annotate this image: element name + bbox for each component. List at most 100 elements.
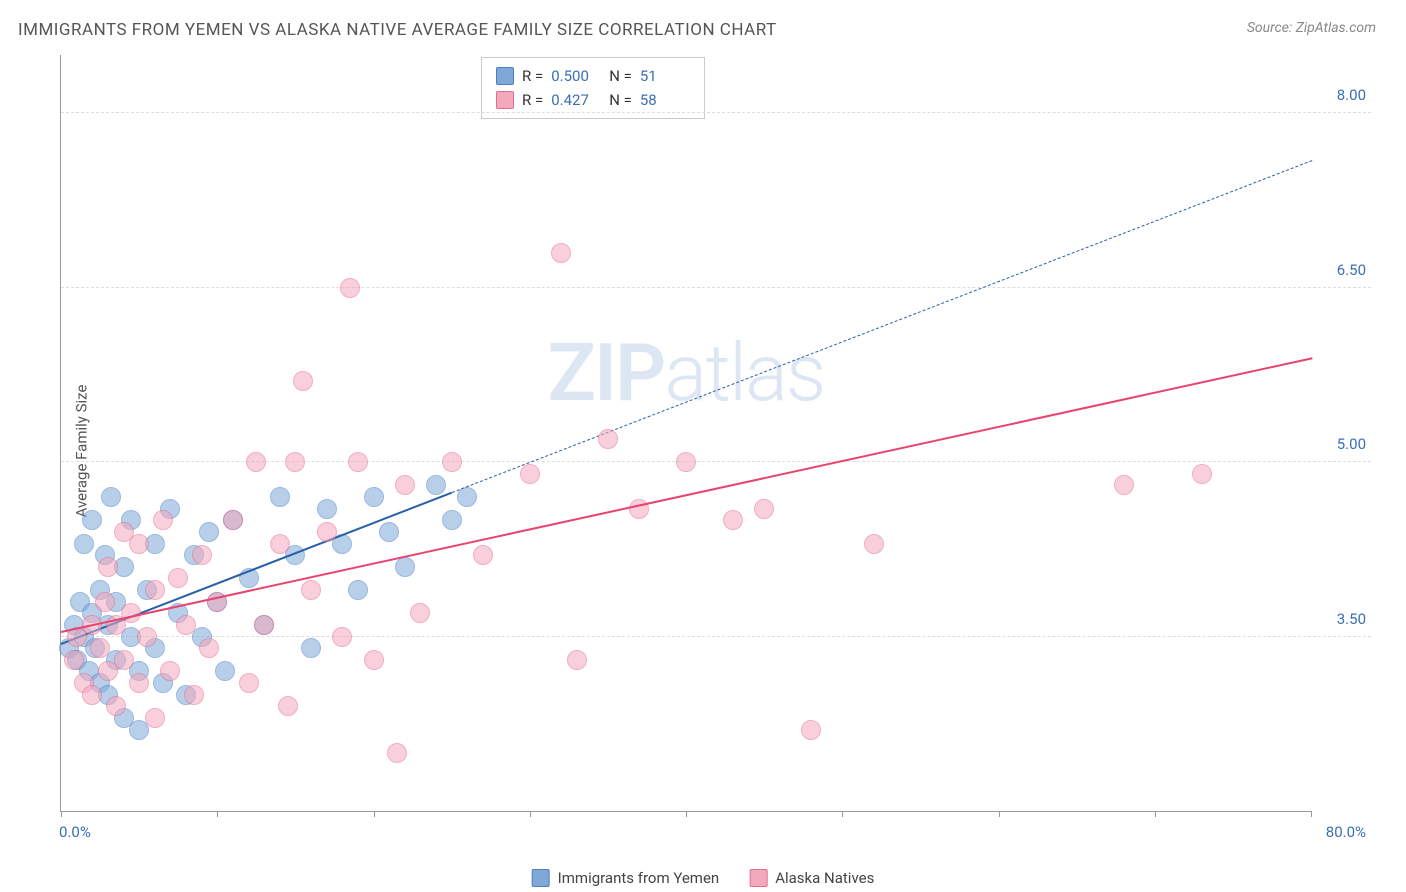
data-point — [754, 499, 774, 519]
data-point — [348, 452, 368, 472]
data-point — [192, 545, 212, 565]
data-point — [199, 638, 219, 658]
source-credit: Source: ZipAtlas.com — [1247, 20, 1376, 36]
legend-n-label: N = — [609, 64, 632, 88]
data-point — [82, 510, 102, 530]
data-point — [106, 696, 126, 716]
data-point — [426, 475, 446, 495]
data-point — [864, 534, 884, 554]
data-point — [301, 580, 321, 600]
data-point — [364, 650, 384, 670]
chart-container: Average Family Size ZIPatlas R =0.500N =… — [50, 55, 1371, 847]
watermark: ZIPatlas — [548, 326, 825, 420]
data-point — [145, 708, 165, 728]
data-point — [74, 534, 94, 554]
x-tick — [1311, 811, 1312, 817]
legend-r-label: R = — [522, 64, 543, 88]
data-point — [176, 615, 196, 635]
data-point — [395, 475, 415, 495]
legend-n-value: 58 — [640, 88, 690, 112]
trend-line — [61, 358, 1312, 634]
data-point — [293, 371, 313, 391]
legend-r-label: R = — [522, 88, 543, 112]
x-axis-max-label: 80.0% — [1326, 823, 1366, 841]
data-point — [64, 650, 84, 670]
data-point — [520, 464, 540, 484]
data-point — [317, 522, 337, 542]
data-point — [1114, 475, 1134, 495]
plot-area: ZIPatlas R =0.500N =51R =0.427N =58 0.0%… — [60, 55, 1311, 812]
data-point — [184, 685, 204, 705]
data-point — [145, 580, 165, 600]
data-point — [629, 499, 649, 519]
x-axis-min-label: 0.0% — [59, 823, 91, 841]
data-point — [129, 534, 149, 554]
legend-item: Immigrants from Yemen — [532, 869, 720, 887]
data-point — [410, 603, 430, 623]
data-point — [387, 743, 407, 763]
chart-title: IMMIGRANTS FROM YEMEN VS ALASKA NATIVE A… — [18, 20, 777, 40]
trend-line — [452, 160, 1312, 493]
data-point — [395, 557, 415, 577]
legend-n-value: 51 — [640, 64, 690, 88]
legend-label: Alaska Natives — [775, 869, 874, 887]
legend-r-value: 0.427 — [551, 88, 601, 112]
y-tick-label: 6.50 — [1337, 261, 1366, 279]
data-point — [90, 638, 110, 658]
data-point — [348, 580, 368, 600]
gridline — [61, 112, 1371, 113]
data-point — [254, 615, 274, 635]
data-point — [723, 510, 743, 530]
data-point — [332, 627, 352, 647]
legend-swatch — [532, 869, 550, 887]
data-point — [364, 487, 384, 507]
data-point — [379, 522, 399, 542]
data-point — [223, 510, 243, 530]
data-point — [114, 650, 134, 670]
data-point — [340, 278, 360, 298]
x-tick — [530, 811, 531, 817]
series-legend: Immigrants from Yemen Alaska Natives — [532, 869, 875, 887]
data-point — [137, 627, 157, 647]
legend-label: Immigrants from Yemen — [558, 869, 720, 887]
data-point — [442, 510, 462, 530]
y-tick-label: 8.00 — [1337, 86, 1366, 104]
data-point — [160, 661, 180, 681]
x-tick — [61, 811, 62, 817]
legend-swatch — [749, 869, 767, 887]
x-tick — [374, 811, 375, 817]
data-point — [317, 499, 337, 519]
legend-item: Alaska Natives — [749, 869, 874, 887]
legend-n-label: N = — [609, 88, 632, 112]
data-point — [442, 452, 462, 472]
legend-swatch — [496, 91, 514, 109]
data-point — [278, 696, 298, 716]
legend-r-value: 0.500 — [551, 64, 601, 88]
data-point — [168, 568, 188, 588]
data-point — [101, 487, 121, 507]
y-tick-label: 3.50 — [1337, 610, 1366, 628]
y-tick-label: 5.00 — [1337, 435, 1366, 453]
x-tick — [217, 811, 218, 817]
data-point — [285, 452, 305, 472]
legend-swatch — [496, 67, 514, 85]
data-point — [98, 557, 118, 577]
data-point — [301, 638, 321, 658]
data-point — [129, 673, 149, 693]
correlation-legend: R = 0.500 N = 51 R = 0.427 N = 58 — [481, 57, 705, 119]
gridline — [61, 636, 1371, 637]
data-point — [1192, 464, 1212, 484]
data-point — [457, 487, 477, 507]
data-point — [676, 452, 696, 472]
data-point — [82, 685, 102, 705]
x-tick — [686, 811, 687, 817]
data-point — [153, 510, 173, 530]
data-point — [270, 487, 290, 507]
legend-row: R = 0.427 N = 58 — [496, 88, 690, 112]
data-point — [598, 429, 618, 449]
gridline — [61, 287, 1371, 288]
data-point — [801, 720, 821, 740]
data-point — [270, 534, 290, 554]
data-point — [473, 545, 493, 565]
data-point — [551, 243, 571, 263]
